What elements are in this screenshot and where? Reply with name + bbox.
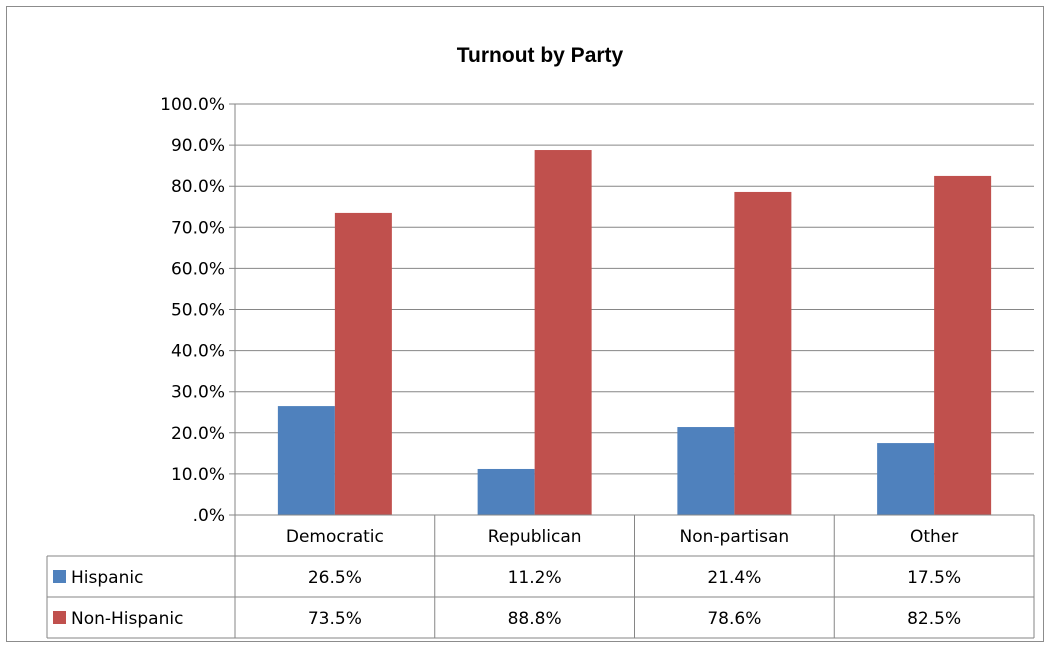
- data-label: 78.6%: [707, 609, 761, 629]
- y-tick-label: 30.0%: [171, 383, 225, 403]
- x-tick-label: Republican: [488, 527, 582, 547]
- data-label: 88.8%: [508, 609, 562, 629]
- y-tick-label: 70.0%: [171, 218, 225, 238]
- y-tick-label: 80.0%: [171, 177, 225, 197]
- data-label: 11.2%: [508, 568, 562, 588]
- y-tick-label: 20.0%: [171, 424, 225, 444]
- data-label: 73.5%: [308, 609, 362, 629]
- y-tick-label: .0%: [193, 506, 225, 526]
- x-tick-label: Other: [910, 527, 958, 547]
- y-tick-label: 10.0%: [171, 465, 225, 485]
- bar-non-hispanic-other: [934, 175, 992, 516]
- bar-non-hispanic-democratic: [334, 212, 392, 516]
- legend-key: [53, 611, 66, 624]
- y-tick-label: 100.0%: [160, 95, 225, 115]
- y-axis-ticks: .0% 10.0% 20.0% 30.0% 40.0% 50.0% 60.0% 70.0% 80…: [160, 95, 225, 526]
- x-tick-label: Democratic: [286, 527, 384, 547]
- bar-hispanic-republican: [477, 468, 535, 515]
- bar-hispanic-democratic: [277, 406, 335, 515]
- data-table: Democratic Republican Non-partisan Other His…: [46, 514, 1035, 639]
- bar-hispanic-other: [877, 443, 935, 515]
- legend-entry: Non-Hispanic: [71, 609, 183, 629]
- chart-title: Turnout by Party: [457, 44, 624, 67]
- data-label: 21.4%: [707, 568, 761, 588]
- legend-entry: Hispanic: [71, 568, 143, 588]
- y-tick-label: 40.0%: [171, 342, 225, 362]
- x-tick-label: Non-partisan: [680, 527, 790, 547]
- y-tick-label: 50.0%: [171, 301, 225, 321]
- bar-hispanic-non-partisan: [677, 427, 735, 515]
- y-tick-label: 90.0%: [171, 136, 225, 156]
- chart-frame: [6, 6, 1044, 642]
- data-label: 26.5%: [308, 568, 362, 588]
- data-label: 82.5%: [907, 609, 961, 629]
- bar-non-hispanic-republican: [534, 150, 592, 516]
- bar-non-hispanic-non-partisan: [734, 191, 792, 516]
- y-tick-label: 60.0%: [171, 259, 225, 279]
- bars: [277, 150, 992, 516]
- legend-key: [53, 570, 66, 583]
- data-label: 17.5%: [907, 568, 961, 588]
